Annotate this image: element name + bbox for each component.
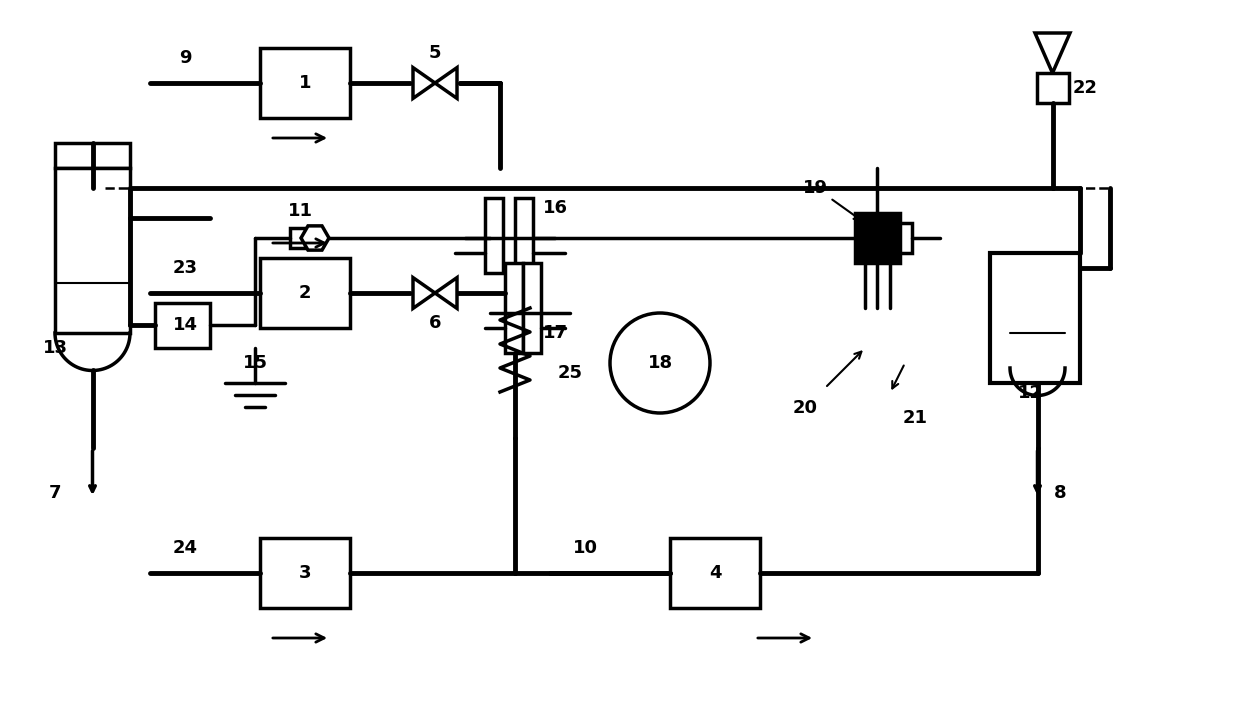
Polygon shape [301, 226, 329, 250]
Bar [900, 223, 911, 253]
Text: 11: 11 [288, 202, 312, 220]
Text: 1: 1 [299, 74, 311, 92]
Text: 17: 17 [543, 324, 568, 342]
Text: 13: 13 [42, 339, 67, 357]
Text: 25: 25 [558, 364, 583, 382]
Bar [1037, 73, 1069, 103]
Text: 18: 18 [647, 354, 672, 372]
Text: 14: 14 [172, 316, 197, 334]
Bar [55, 143, 130, 168]
Text: 12: 12 [1018, 384, 1043, 402]
Text: 3: 3 [299, 564, 311, 582]
Bar [155, 303, 210, 348]
Bar [523, 263, 541, 353]
Text: 24: 24 [172, 539, 197, 557]
Text: 22: 22 [1073, 79, 1097, 97]
Text: 20: 20 [792, 399, 817, 417]
Text: 19: 19 [802, 179, 827, 197]
Bar [260, 48, 350, 118]
Bar [505, 263, 523, 353]
Polygon shape [435, 278, 458, 309]
Text: 8: 8 [1054, 484, 1066, 502]
Bar [1011, 268, 1065, 368]
Bar [260, 538, 350, 608]
Bar [485, 198, 503, 273]
Text: 23: 23 [172, 259, 197, 277]
Text: 2: 2 [299, 284, 311, 302]
Polygon shape [413, 278, 435, 309]
Text: 5: 5 [429, 44, 441, 62]
Bar [515, 198, 533, 273]
Text: 6: 6 [429, 314, 441, 332]
Bar [260, 258, 350, 328]
Polygon shape [413, 67, 435, 98]
Text: 9: 9 [179, 49, 191, 67]
Text: 7: 7 [48, 484, 61, 502]
Bar [990, 253, 1080, 383]
Bar [55, 168, 130, 333]
Bar [856, 213, 900, 263]
Text: 10: 10 [573, 539, 598, 557]
Text: 16: 16 [543, 199, 568, 217]
Text: 15: 15 [243, 354, 268, 372]
Polygon shape [435, 67, 458, 98]
Bar [290, 228, 305, 248]
Text: 4: 4 [709, 564, 722, 582]
Polygon shape [1035, 33, 1070, 73]
Bar [670, 538, 760, 608]
Text: 21: 21 [903, 409, 928, 427]
